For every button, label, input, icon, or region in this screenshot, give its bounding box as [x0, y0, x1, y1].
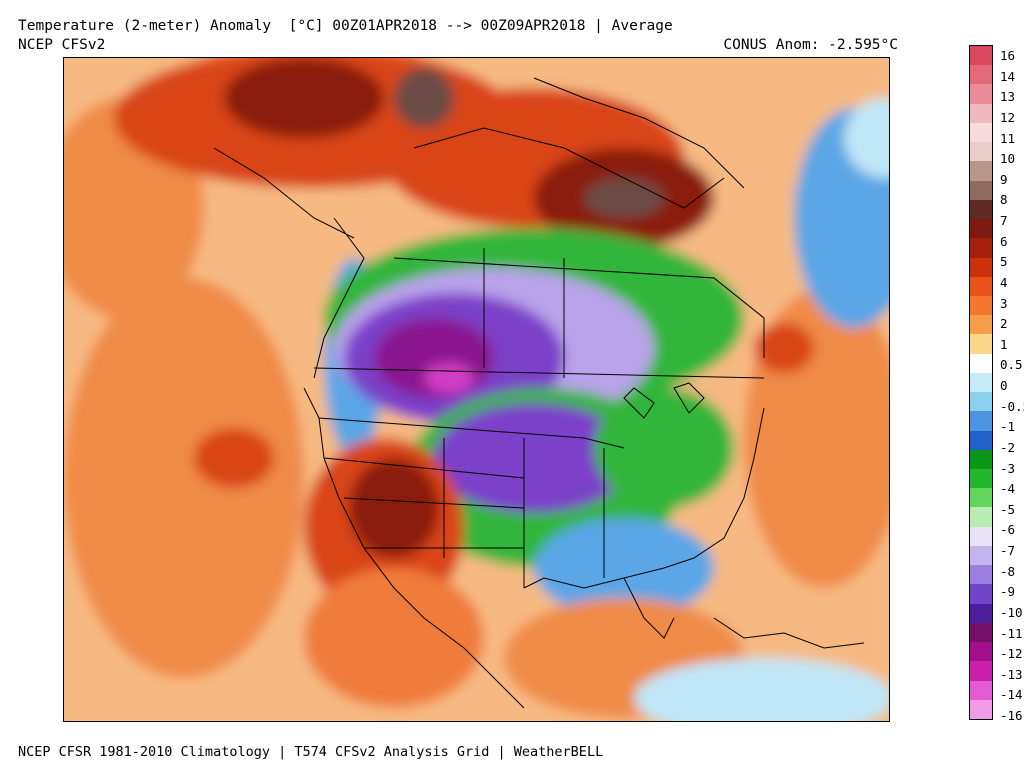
color-scale-swatch — [970, 430, 992, 451]
color-scale-tick-label: 0 — [1000, 378, 1008, 393]
color-scale-tick-label: -11 — [1000, 625, 1023, 641]
color-scale-tick-label: 2 — [1000, 316, 1008, 332]
color-scale-swatch — [970, 507, 992, 528]
color-scale-tick-label: 1 — [1000, 336, 1008, 352]
color-scale-tick-label: -8 — [1000, 563, 1016, 579]
color-scale-swatch — [970, 84, 992, 105]
color-scale-tick-label: -0.5 — [1000, 398, 1024, 414]
footer-credits: NCEP CFSR 1981-2010 Climatology | T574 C… — [18, 744, 604, 760]
map-title: Temperature (2-meter) Anomaly [°C] 00Z01… — [18, 18, 673, 34]
color-scale-swatch — [970, 161, 992, 182]
color-scale-tick-label: -7 — [1000, 543, 1016, 558]
color-scale-swatch — [970, 276, 992, 297]
color-scale-swatch — [970, 565, 992, 585]
color-scale-swatch — [970, 449, 992, 470]
color-scale-tick-label: 16 — [1000, 48, 1016, 63]
color-scale-tick-label: 4 — [1000, 274, 1008, 290]
color-scale-tick-label: 3 — [1000, 295, 1008, 311]
color-scale-tick-label: -2 — [1000, 439, 1016, 455]
color-scale-tick-label: -14 — [1000, 687, 1023, 703]
color-scale-swatch — [970, 545, 992, 566]
color-scale-swatch — [970, 622, 992, 643]
color-scale-tick-label: -1 — [1000, 419, 1016, 435]
color-scale-tick-label: 12 — [1000, 109, 1016, 125]
color-scale-swatch — [970, 46, 992, 66]
conus-anomaly-label: CONUS Anom: -2.595°C — [723, 37, 898, 53]
color-scale-swatch — [970, 199, 992, 220]
color-scale-swatch — [970, 353, 992, 374]
color-scale-swatch — [970, 257, 992, 278]
color-scale-tick-label: -3 — [1000, 460, 1016, 476]
color-scale-tick-label: -13 — [1000, 666, 1023, 682]
color-scale-swatch — [970, 372, 992, 393]
color-scale-swatch — [970, 315, 992, 335]
color-scale-tick-label: 7 — [1000, 213, 1008, 228]
color-scale-tick-label: 14 — [1000, 68, 1016, 84]
color-scale-swatch — [970, 488, 992, 508]
color-scale-tick-label: 0.5 — [1000, 357, 1023, 373]
color-scale-swatch — [970, 180, 992, 201]
color-scale-tick-label: -16 — [1000, 708, 1023, 723]
color-scale-swatch — [970, 122, 992, 143]
color-scale-swatch — [970, 642, 992, 662]
color-scale-tick-label: -6 — [1000, 522, 1016, 538]
color-scale-swatch — [970, 295, 992, 316]
color-scale-swatch — [970, 219, 992, 239]
color-scale-bar — [969, 45, 993, 720]
color-scale-swatch — [970, 584, 992, 605]
model-label: NCEP CFSv2 — [18, 37, 106, 53]
color-scale-swatch — [970, 65, 992, 85]
color-scale-swatch — [970, 392, 992, 412]
color-scale-tick-label: 9 — [1000, 171, 1008, 187]
color-scale-tick-label: -5 — [1000, 501, 1016, 517]
color-scale-tick-label: -10 — [1000, 604, 1023, 620]
color-scale-swatch — [970, 469, 992, 489]
color-scale-tick-label: 8 — [1000, 192, 1008, 208]
color-scale-tick-label: -12 — [1000, 646, 1023, 662]
color-scale-tick-label: -9 — [1000, 584, 1016, 600]
color-scale-tick-label: 13 — [1000, 89, 1016, 105]
color-scale-swatch — [970, 238, 992, 258]
color-scale-swatch — [970, 603, 992, 624]
color-scale-tick-label: 10 — [1000, 151, 1016, 167]
color-scale-swatch — [970, 142, 992, 162]
color-scale-swatch — [970, 103, 992, 124]
color-scale-tick-label: -4 — [1000, 481, 1016, 497]
temperature-anomaly-map — [63, 57, 890, 722]
color-scale-swatch — [970, 661, 992, 682]
color-scale-tick-label: 5 — [1000, 254, 1008, 270]
color-scale-swatch — [970, 334, 992, 355]
color-scale-tick-label: 11 — [1000, 130, 1016, 146]
color-scale-swatch — [970, 411, 992, 432]
color-scale-swatch — [970, 526, 992, 547]
color-scale-swatch — [970, 680, 992, 701]
color-scale-swatch — [970, 699, 992, 720]
color-scale-tick-label: 6 — [1000, 233, 1008, 249]
